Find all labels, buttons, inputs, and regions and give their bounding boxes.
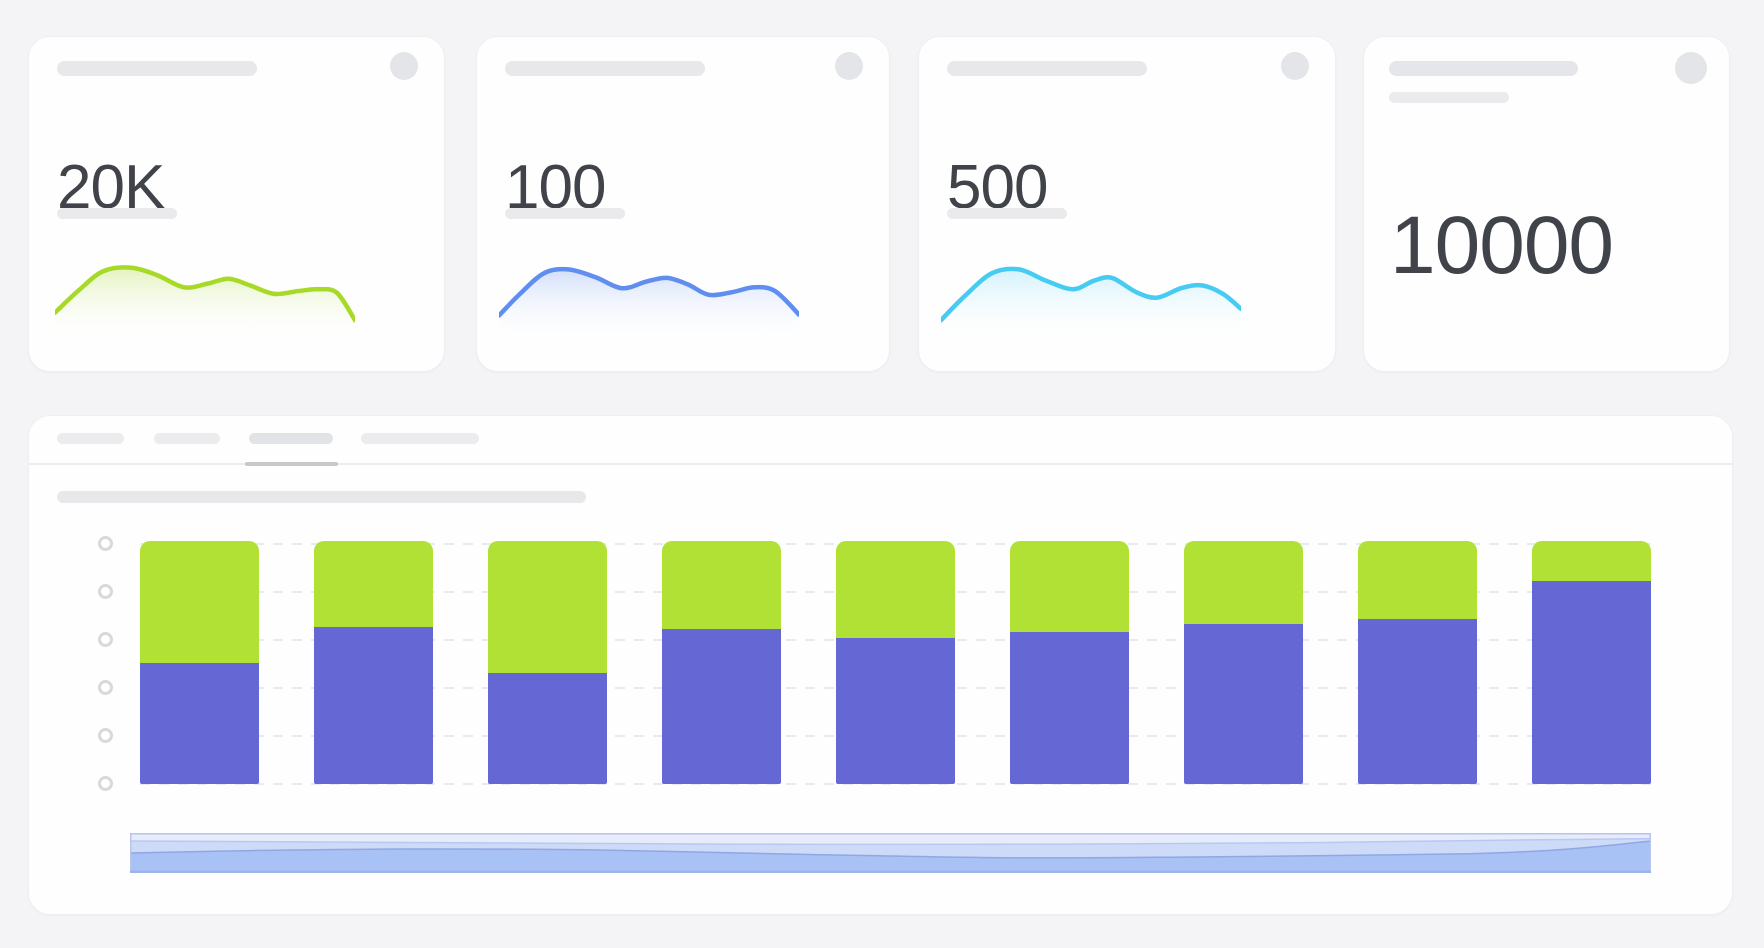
stacked-bar [836, 541, 955, 784]
active-tab-indicator [245, 462, 338, 466]
brush-overview-scrollbar[interactable] [130, 833, 1651, 873]
menu-button-placeholder[interactable] [1281, 52, 1309, 80]
bar-segment-top [314, 541, 433, 628]
bar-segment-top [488, 541, 607, 674]
bar-segment-bottom [662, 628, 781, 784]
bar-segment-top [1358, 541, 1477, 619]
stacked-bar [140, 541, 259, 784]
tab-placeholder-2[interactable] [154, 433, 220, 444]
tab-placeholder-3-active[interactable] [249, 433, 333, 444]
axis-tick-circle [98, 776, 113, 791]
axis-tick-circle [98, 536, 113, 551]
bar-segment-bottom [314, 627, 433, 784]
stacked-bar [1010, 541, 1129, 784]
stacked-bar [1532, 541, 1651, 784]
sparkline-chart-cyan [941, 266, 1241, 345]
stacked-bar [1184, 541, 1303, 784]
stat-subtitle-skeleton [505, 208, 625, 219]
axis-tick-circle [98, 632, 113, 647]
stat-card-3: 500 [918, 36, 1336, 372]
bar-segment-bottom [140, 662, 259, 784]
bar-segment-bottom [1532, 581, 1651, 784]
axis-tick-circle [98, 584, 113, 599]
bar-segment-top [1532, 541, 1651, 582]
sparkline-chart-green [55, 265, 355, 345]
bar-segment-bottom [1184, 623, 1303, 784]
card-title-skeleton [947, 61, 1147, 76]
stacked-bar [488, 541, 607, 784]
axis-tick-circle [98, 680, 113, 695]
menu-button-placeholder[interactable] [835, 52, 863, 80]
card-title-skeleton [1389, 61, 1578, 76]
bar-segment-bottom [1010, 632, 1129, 784]
stacked-bar-plot [140, 541, 1651, 785]
sparkline-chart-blue [499, 266, 799, 345]
card-title-skeleton [505, 61, 705, 76]
chart-title-skeleton [57, 491, 586, 503]
stat-value: 10000 [1390, 200, 1614, 291]
chart-panel-card [28, 415, 1733, 915]
stacked-bar [1358, 541, 1477, 784]
stat-subtitle-skeleton [57, 208, 177, 219]
bar-segment-top [836, 541, 955, 639]
bar-segment-bottom [488, 673, 607, 784]
card-subtitle-skeleton [1389, 92, 1509, 103]
bar-segment-top [1010, 541, 1129, 633]
bar-segment-top [140, 541, 259, 663]
stacked-bar [314, 541, 433, 784]
stat-card-2: 100 [476, 36, 890, 372]
stat-card-4: 10000 [1363, 36, 1730, 372]
tab-divider [29, 463, 1732, 465]
tab-placeholder-1[interactable] [57, 433, 124, 444]
stat-subtitle-skeleton [947, 208, 1067, 219]
menu-button-placeholder[interactable] [390, 52, 418, 80]
gridline [140, 783, 1651, 785]
tab-placeholder-4[interactable] [361, 433, 479, 444]
menu-button-placeholder[interactable] [1675, 52, 1707, 84]
bar-segment-bottom [1358, 618, 1477, 784]
axis-tick-circle [98, 728, 113, 743]
card-title-skeleton [57, 61, 257, 76]
stat-card-1: 20K [28, 36, 445, 372]
bar-segment-bottom [836, 638, 955, 784]
bar-segment-top [662, 541, 781, 629]
stacked-bar [662, 541, 781, 784]
bar-segment-top [1184, 541, 1303, 624]
